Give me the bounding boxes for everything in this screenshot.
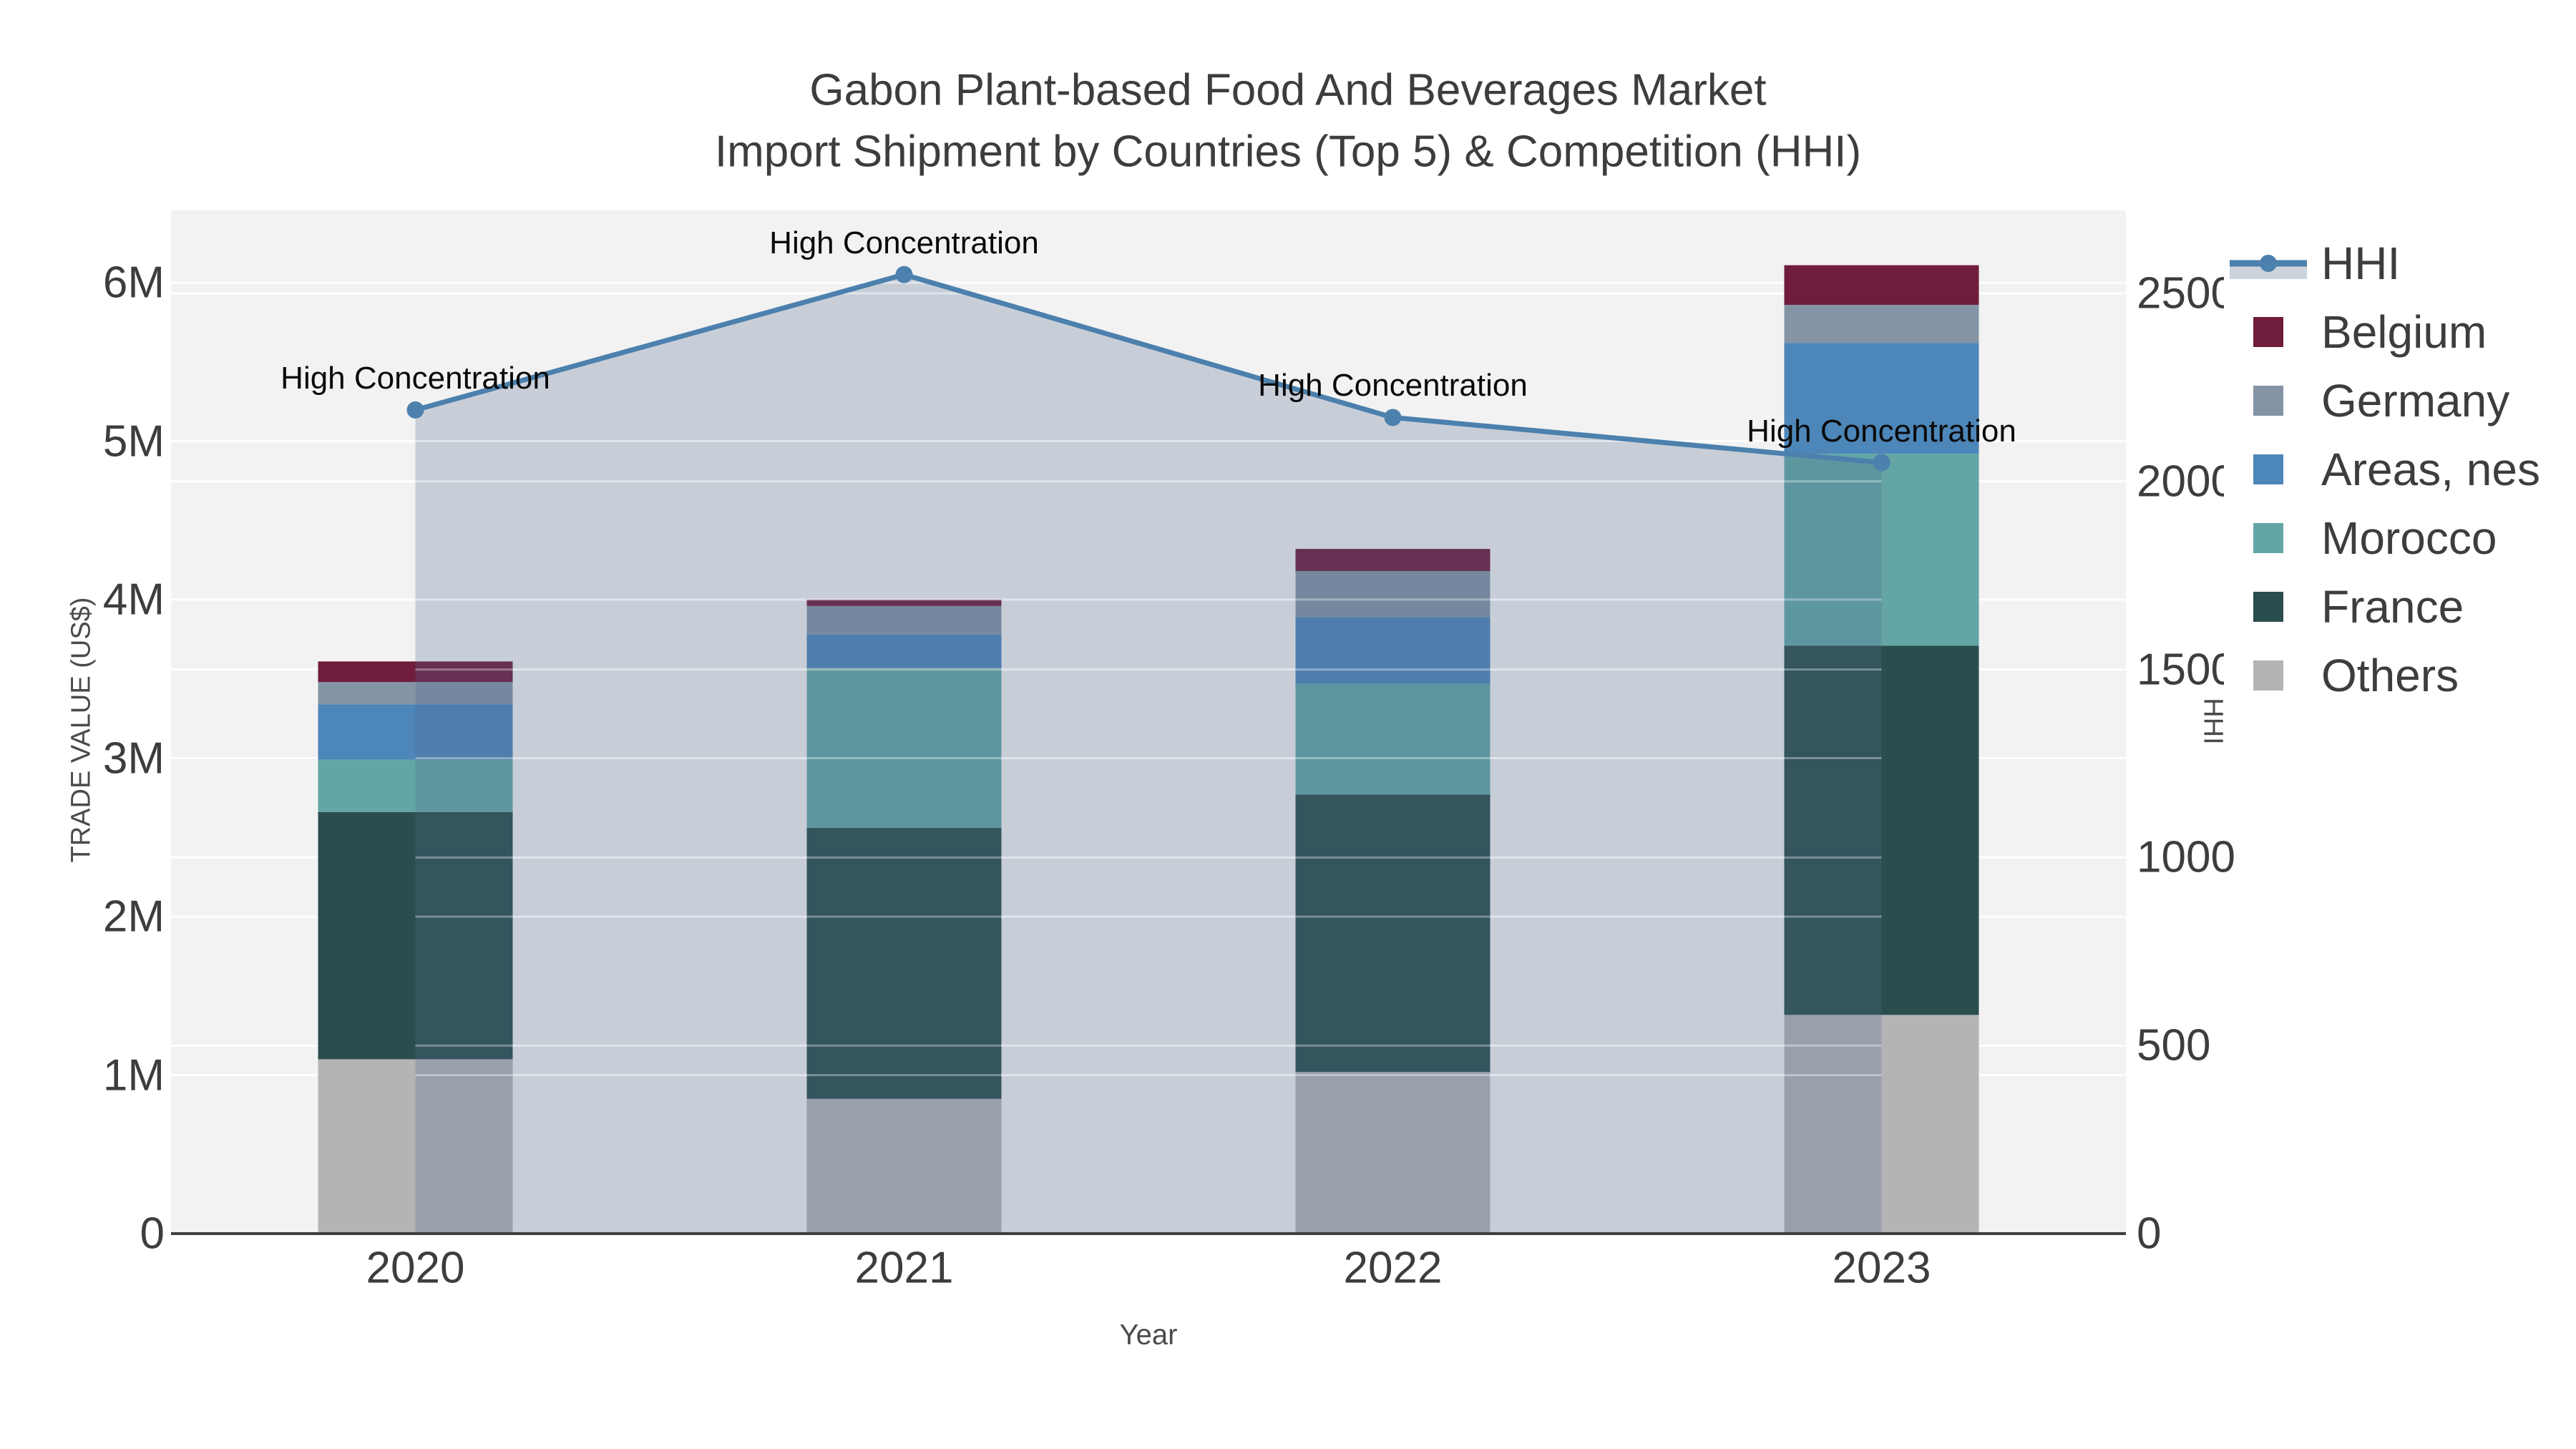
legend-item-morocco[interactable]: Morocco (2224, 504, 2540, 572)
x-axis-title: Year (1119, 1319, 1178, 1351)
legend-label: Morocco (2321, 512, 2497, 564)
bar-segment-germany-2023 (1784, 305, 1979, 343)
legend-item-others[interactable]: Others (2224, 641, 2540, 710)
y-right-tick-2000: 2000 (2137, 457, 2235, 507)
bar-segment-morocco-2023 (1784, 454, 1979, 646)
legend-item-france[interactable]: France (2224, 572, 2540, 641)
legend-label: HHI (2321, 238, 2401, 289)
y-right-tick-500: 500 (2137, 1020, 2211, 1070)
bar-segment-others-2022 (1295, 1072, 1491, 1234)
color-swatch-icon (2224, 386, 2313, 416)
legend: HHI Belgium Germany Areas, nes Morocco France… (2224, 229, 2555, 710)
bar-segment-germany-2021 (806, 605, 1002, 635)
color-swatch-icon (2253, 660, 2283, 691)
annotation-high-concentration-2020: High Concentration (280, 360, 550, 396)
color-swatch-icon (2253, 317, 2283, 347)
y-right-tick-1000: 1000 (2137, 832, 2235, 882)
hhi-line (414, 272, 1882, 466)
legend-label: France (2321, 581, 2464, 633)
y-left-tick-6M: 6M (102, 258, 165, 308)
y-right-tick-1500: 1500 (2137, 645, 2235, 695)
y-left-tick-1M: 1M (102, 1050, 165, 1100)
color-swatch-icon (2224, 660, 2313, 691)
bar-segment-others-2021 (806, 1098, 1002, 1234)
legend-label: Belgium (2321, 306, 2487, 358)
hhi-marker-2021 (895, 265, 913, 283)
y-left-tick-5M: 5M (102, 416, 165, 466)
bar-segment-france-2021 (806, 827, 1002, 1099)
hhi-marker-2020 (406, 401, 424, 419)
legend-item-belgium[interactable]: Belgium (2224, 298, 2540, 366)
bar-segment-areas-nes-2022 (1295, 617, 1491, 684)
color-swatch-icon (2253, 454, 2283, 484)
x-tick-2020: 2020 (366, 1243, 465, 1293)
hhi-area-fill (415, 274, 1882, 1234)
annotation-high-concentration-2021: High Concentration (769, 225, 1039, 260)
legend-item-hhi[interactable]: HHI (2224, 229, 2540, 298)
chart-title-line2: Import Shipment by Countries (Top 5) & C… (714, 127, 1862, 177)
chart-title-line1: Gabon Plant-based Food And Beverages Mar… (809, 65, 1767, 115)
color-swatch-icon (2253, 592, 2283, 622)
bar-segment-belgium-2020 (318, 661, 513, 683)
bar-segment-belgium-2021 (806, 600, 1002, 606)
bar-segment-france-2023 (1784, 645, 1979, 1015)
color-swatch-icon (2253, 386, 2283, 416)
y-right-tick-0: 0 (2137, 1209, 2162, 1259)
x-tick-2023: 2023 (1832, 1243, 1931, 1293)
annotation-high-concentration-2022: High Concentration (1258, 368, 1528, 404)
legend-label: Areas, nes (2321, 444, 2540, 495)
bar-segment-morocco-2020 (318, 759, 513, 812)
color-swatch-icon (2224, 523, 2313, 553)
bar-segment-france-2022 (1295, 794, 1491, 1073)
y-left-tick-0: 0 (140, 1209, 165, 1259)
hhi-marker-2023 (1873, 454, 1890, 472)
bar-segment-germany-2020 (318, 682, 513, 705)
bar-segment-others-2023 (1784, 1015, 1979, 1234)
bar-segment-areas-nes-2023 (1784, 343, 1979, 454)
y-left-tick-2M: 2M (102, 892, 165, 942)
legend-label: Germany (2321, 375, 2510, 426)
legend-item-germany[interactable]: Germany (2224, 366, 2540, 435)
hhi-line-icon (2224, 229, 2313, 298)
bar-segment-belgium-2023 (1784, 265, 1979, 306)
bar-segment-areas-nes-2020 (318, 704, 513, 760)
bar-segment-germany-2022 (1295, 571, 1491, 618)
x-tick-2021: 2021 (854, 1243, 954, 1293)
bar-segment-areas-nes-2021 (806, 634, 1002, 668)
color-swatch-icon (2224, 592, 2313, 622)
legend-label: Others (2321, 650, 2459, 701)
y-right-tick-2500: 2500 (2137, 268, 2235, 318)
color-swatch-icon (2224, 454, 2313, 484)
legend-item-areas-nes[interactable]: Areas, nes (2224, 435, 2540, 504)
color-swatch-icon (2253, 523, 2283, 553)
bar-segment-france-2020 (318, 811, 513, 1060)
y-left-tick-3M: 3M (102, 733, 165, 783)
bar-segment-belgium-2022 (1295, 549, 1491, 572)
y-axis-title-left: TRADE VALUE (US$) (66, 597, 97, 863)
color-swatch-icon (2224, 317, 2313, 347)
bar-segment-others-2020 (318, 1059, 513, 1234)
annotation-high-concentration-2023: High Concentration (1747, 413, 2016, 449)
y-left-tick-4M: 4M (102, 575, 165, 625)
bar-segment-morocco-2021 (806, 668, 1002, 828)
bar-segment-morocco-2022 (1295, 683, 1491, 795)
x-tick-2022: 2022 (1343, 1243, 1443, 1293)
hhi-marker-2022 (1384, 409, 1402, 426)
